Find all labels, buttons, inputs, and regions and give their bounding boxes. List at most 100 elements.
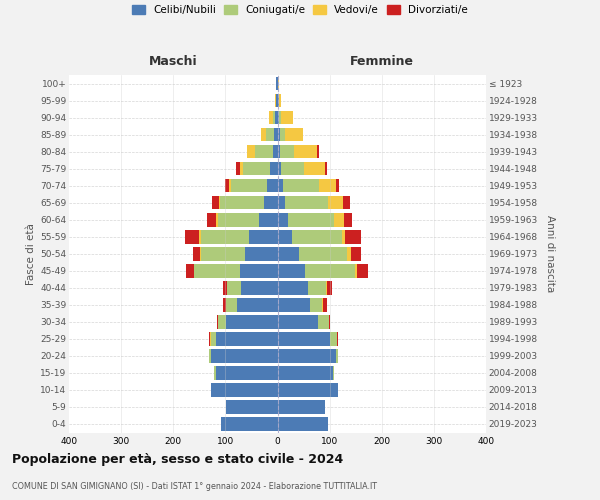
Bar (269, 111, 274, 124)
Bar (218, 196, 220, 209)
Bar (277, 196, 285, 209)
Bar (292, 230, 342, 243)
Bar (277, 349, 336, 362)
Bar (283, 179, 319, 192)
Bar (328, 196, 343, 209)
Bar (277, 179, 283, 192)
Bar (185, 230, 199, 243)
Bar (319, 179, 337, 192)
Bar (270, 162, 277, 175)
Bar (336, 349, 338, 362)
Bar (347, 247, 351, 260)
Bar (305, 264, 355, 278)
Bar (274, 111, 275, 124)
Bar (277, 298, 310, 312)
Text: Popolazione per età, sesso e stato civile - 2024: Popolazione per età, sesso e stato civil… (12, 452, 343, 466)
Bar (277, 332, 329, 345)
Bar (329, 332, 337, 345)
Bar (274, 145, 277, 158)
Bar (218, 315, 226, 328)
Bar (267, 179, 277, 192)
Bar (240, 264, 277, 278)
Bar (241, 281, 277, 294)
Bar (333, 366, 334, 380)
Bar (277, 417, 328, 431)
Bar (216, 213, 218, 226)
Bar (310, 298, 322, 312)
Bar (342, 230, 345, 243)
Bar (337, 332, 338, 345)
Bar (308, 281, 326, 294)
Bar (211, 383, 277, 397)
Bar (209, 332, 210, 345)
Y-axis label: Fasce di età: Fasce di età (26, 223, 36, 284)
Bar (209, 349, 211, 362)
Bar (275, 94, 276, 108)
Bar (281, 111, 293, 124)
Bar (322, 298, 323, 312)
Bar (280, 128, 285, 141)
Bar (223, 281, 227, 294)
Bar (276, 94, 277, 108)
Bar (249, 230, 277, 243)
Bar (345, 230, 361, 243)
Legend: Celibi/Nubili, Coniugati/e, Vedovi/e, Divorziati/e: Celibi/Nubili, Coniugati/e, Vedovi/e, Di… (132, 5, 468, 15)
Bar (277, 281, 308, 294)
Bar (241, 162, 243, 175)
Bar (229, 179, 230, 192)
Bar (285, 196, 328, 209)
Bar (210, 332, 211, 345)
Bar (278, 94, 281, 108)
Bar (294, 145, 317, 158)
Bar (278, 111, 281, 124)
Bar (214, 366, 216, 380)
Bar (318, 315, 329, 328)
Bar (351, 247, 361, 260)
Bar (281, 162, 304, 175)
Bar (206, 213, 216, 226)
Bar (237, 298, 277, 312)
Bar (355, 264, 357, 278)
Bar (265, 196, 277, 209)
Bar (288, 213, 334, 226)
Bar (236, 162, 241, 175)
Bar (304, 162, 325, 175)
Text: Maschi: Maschi (149, 55, 197, 68)
Bar (277, 162, 281, 175)
Bar (245, 247, 277, 260)
Bar (357, 264, 368, 278)
Bar (226, 298, 237, 312)
Bar (299, 247, 347, 260)
Bar (243, 162, 270, 175)
Bar (254, 145, 274, 158)
Bar (223, 298, 226, 312)
Bar (277, 315, 318, 328)
Bar (337, 179, 339, 192)
Bar (280, 145, 294, 158)
Bar (221, 417, 277, 431)
Bar (285, 128, 302, 141)
Text: COMUNE DI SAN GIMIGNANO (SI) - Dati ISTAT 1° gennaio 2024 - Elaborazione TUTTITA: COMUNE DI SAN GIMIGNANO (SI) - Dati ISTA… (12, 482, 377, 491)
Bar (201, 230, 249, 243)
Bar (317, 145, 319, 158)
Bar (277, 230, 292, 243)
Bar (274, 128, 277, 141)
Bar (216, 366, 277, 380)
Bar (227, 281, 241, 294)
Bar (277, 111, 278, 124)
Bar (323, 298, 327, 312)
Bar (325, 162, 327, 175)
Bar (220, 196, 265, 209)
Bar (186, 264, 194, 278)
Bar (226, 315, 277, 328)
Text: Femmine: Femmine (350, 55, 414, 68)
Bar (230, 179, 267, 192)
Bar (327, 281, 332, 294)
Bar (259, 213, 277, 226)
Bar (200, 247, 202, 260)
Bar (277, 247, 299, 260)
Bar (275, 111, 277, 124)
Bar (216, 332, 277, 345)
Bar (211, 349, 277, 362)
Bar (193, 247, 200, 260)
